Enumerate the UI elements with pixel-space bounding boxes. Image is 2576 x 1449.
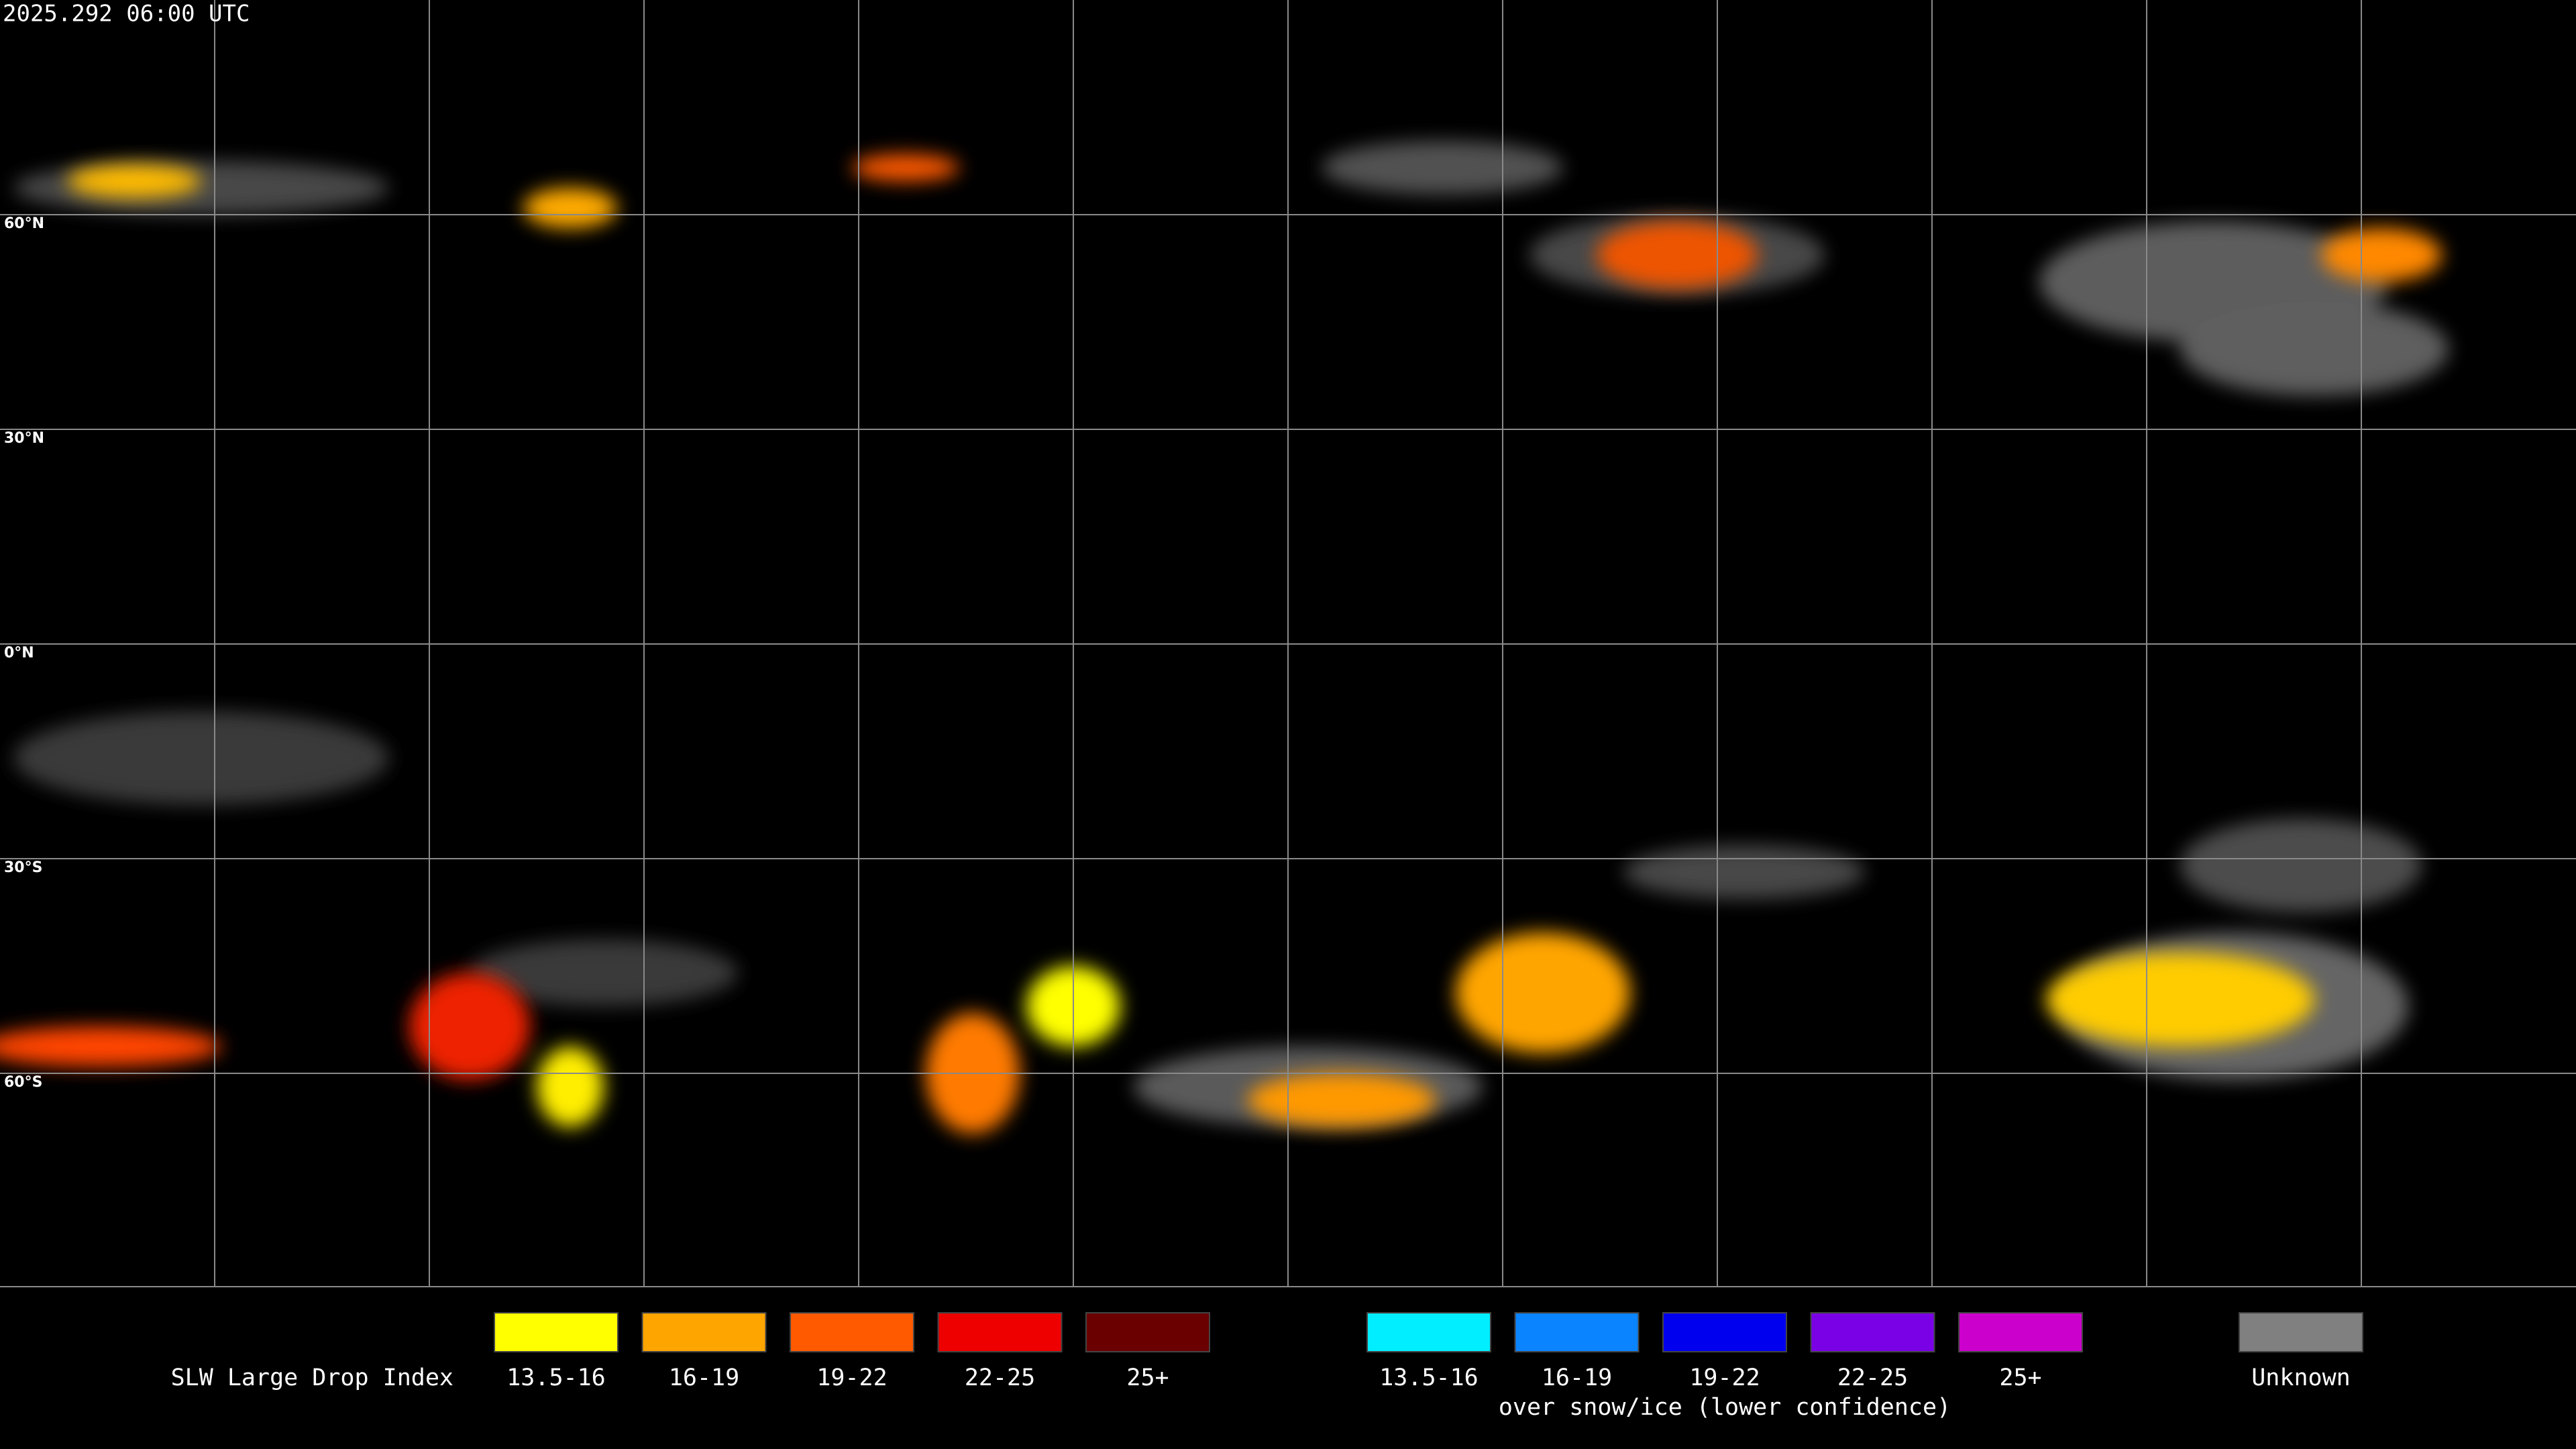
legend-swatch	[790, 1312, 914, 1352]
legend-swatch	[1366, 1312, 1491, 1352]
legend-swatch	[1958, 1312, 2083, 1352]
legend-swatch	[2239, 1312, 2363, 1352]
slw-field	[0, 154, 2442, 1134]
latitude-label: 30°S	[4, 859, 42, 876]
legend-swatch	[1514, 1312, 1640, 1352]
legend-swatch	[1810, 1312, 1935, 1352]
legend-swatch	[494, 1312, 619, 1352]
legend-label: 16-19	[1542, 1364, 1612, 1391]
legend-label: 22-25	[1837, 1364, 1908, 1391]
legend-caption: over snow/ice (lower confidence)	[1499, 1394, 1951, 1421]
latitude-label: 60°N	[4, 215, 44, 232]
legend: SLW Large Drop Index 13.5-16 16-19 19-22 22-…	[171, 1312, 2363, 1421]
legend-label: 16-19	[669, 1364, 739, 1391]
legend-swatch	[641, 1312, 767, 1352]
latitude-labels: 60°N 30°N 0°N 30°S 60°S	[4, 215, 44, 1091]
legend-label: 19-22	[816, 1364, 887, 1391]
legend-label: 19-22	[1689, 1364, 1760, 1391]
latitude-label: 60°S	[4, 1074, 42, 1091]
legend-title: SLW Large Drop Index	[171, 1364, 453, 1391]
legend-label: Unknown	[2251, 1364, 2351, 1391]
legend-label: 13.5-16	[1379, 1364, 1479, 1391]
legend-swatch	[1662, 1312, 1787, 1352]
legend-label: 25+	[1999, 1364, 2041, 1391]
latitude-label: 30°N	[4, 430, 44, 447]
legend-swatch	[1085, 1312, 1210, 1352]
legend-swatch	[937, 1312, 1063, 1352]
graticule	[0, 0, 2576, 1287]
legend-label: 22-25	[965, 1364, 1035, 1391]
legend-label: 25+	[1126, 1364, 1169, 1391]
legend-label: 13.5-16	[506, 1364, 606, 1391]
timestamp: 2025.292 06:00 UTC	[3, 1, 250, 28]
latitude-label: 0°N	[4, 645, 34, 661]
